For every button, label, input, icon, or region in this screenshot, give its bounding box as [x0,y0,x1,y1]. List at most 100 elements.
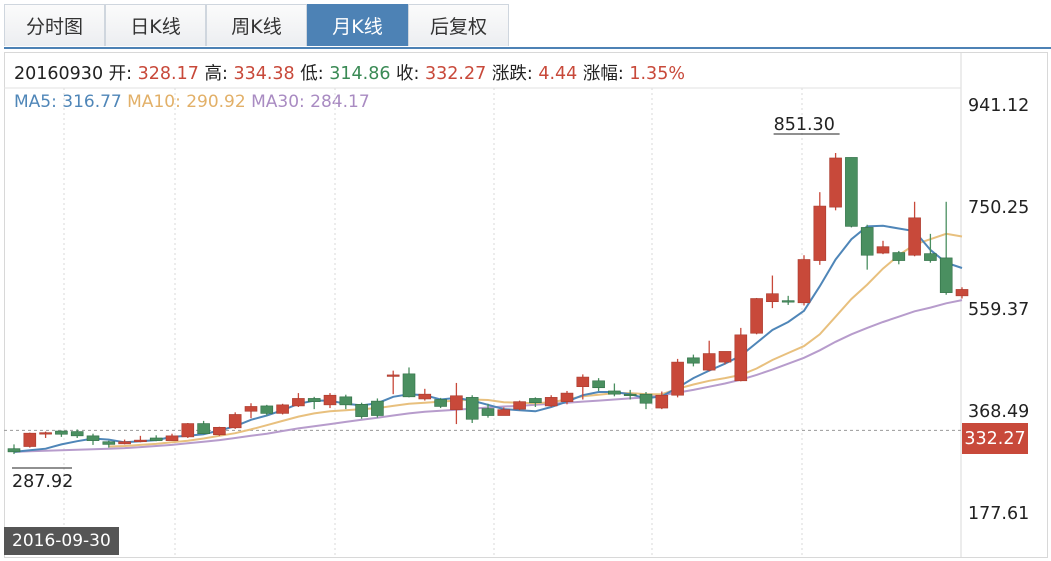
chart-labels: 851.30 287.92 [12,115,840,492]
candle-body [608,390,621,395]
info-low-value: 314.86 [329,64,391,84]
tab-weekly-k[interactable]: 周K线 [206,4,307,46]
candle-body [592,380,605,389]
candle-body [529,398,542,404]
y-tick-label: 559.37 [968,300,1029,320]
candle [228,412,242,429]
candle [7,444,21,455]
candle [608,383,621,397]
info-open-label: 开: [108,64,133,84]
ma30-value: 284.17 [310,92,370,112]
candle [892,250,906,265]
candle-body [323,394,337,406]
candle [86,433,100,445]
candle [544,395,558,407]
candle-body [687,357,700,364]
candle [418,388,432,401]
candle-body [307,398,321,402]
candle [592,378,605,391]
candle-body [734,334,748,382]
tab-monthly-k[interactable]: 月K线 [307,4,408,46]
candle [276,403,289,415]
ma30-line [13,299,963,453]
candle-body [655,394,669,409]
tab-adjusted[interactable]: 后复权 [408,4,509,46]
candle [734,327,748,382]
candle-body [102,441,116,445]
candle-body [165,435,179,441]
candle-body [371,400,384,416]
candle [702,340,716,372]
candle-body [639,393,653,404]
candle [671,358,684,398]
y-tick-label: 750.25 [968,198,1029,218]
chart-frame [4,52,1048,558]
candle-body [860,227,874,256]
info-pct-value: 1.35% [629,64,685,84]
current-date-box: 2016-09-30 [4,527,119,555]
candle-body [797,259,811,304]
candle-body [671,361,684,396]
candle-body [228,414,242,429]
tab-daily-k[interactable]: 日K线 [105,4,206,46]
candles [7,152,969,455]
tab-intraday[interactable]: 分时图 [4,4,105,46]
ma30-label: MA30: [251,92,305,112]
candle [465,395,479,424]
candle-body [339,396,353,406]
candle [718,351,732,365]
chart-period-tabs: 分时图 日K线 周K线 月K线 后复权 [4,4,509,48]
candle-body [908,217,921,256]
candle [529,397,542,407]
info-low-label: 低: [300,64,324,84]
candle [655,391,669,410]
candle-body [513,401,526,410]
candle-body [955,289,969,297]
candle-body [70,431,84,437]
candle-body [213,426,226,436]
candle [355,402,368,419]
tab-underline [4,47,1051,49]
candle-body [118,441,131,445]
candle-body [781,300,795,303]
candle [513,400,526,411]
candle [766,275,779,309]
candle [829,152,842,211]
candle-body [924,253,937,261]
candle-body [766,293,779,303]
candle [845,157,858,228]
ohlc-info-bar: 20160930 开: 328.17 高: 334.38 低: 314.86 收… [14,60,685,85]
candle [576,374,590,400]
candle [402,367,416,398]
y-tick-label: 368.49 [968,402,1029,422]
max-price-label: 851.30 [774,115,835,135]
candle [165,433,179,441]
candle-body [149,437,163,441]
candle-body [750,298,763,334]
chart-grid: 941.12 750.25 559.37 368.49 177.61 [4,52,1029,558]
candle [260,404,274,416]
candle [434,397,447,409]
info-change-value: 4.44 [538,64,578,84]
ma5-label: MA5: [14,92,57,112]
candle [213,426,226,436]
candle [497,407,511,416]
y-tick-label: 941.12 [968,96,1029,116]
candle-body [829,157,842,208]
candle-body [181,423,195,438]
candle-body [86,435,100,441]
min-price-label: 287.92 [12,472,73,492]
candle [307,396,321,410]
candle-body [197,423,210,435]
candle-body [845,157,858,227]
info-open-value: 328.17 [137,64,199,84]
info-close-value: 332.27 [425,64,487,84]
candle [55,430,68,437]
candle [181,423,195,438]
ma-legend: MA5: 316.77 MA10: 290.92 MA30: 284.17 [14,92,370,112]
candle-body [23,432,37,447]
current-price-box: 332.27 [962,423,1028,454]
candle-body [450,395,463,410]
candle-body [402,373,416,398]
